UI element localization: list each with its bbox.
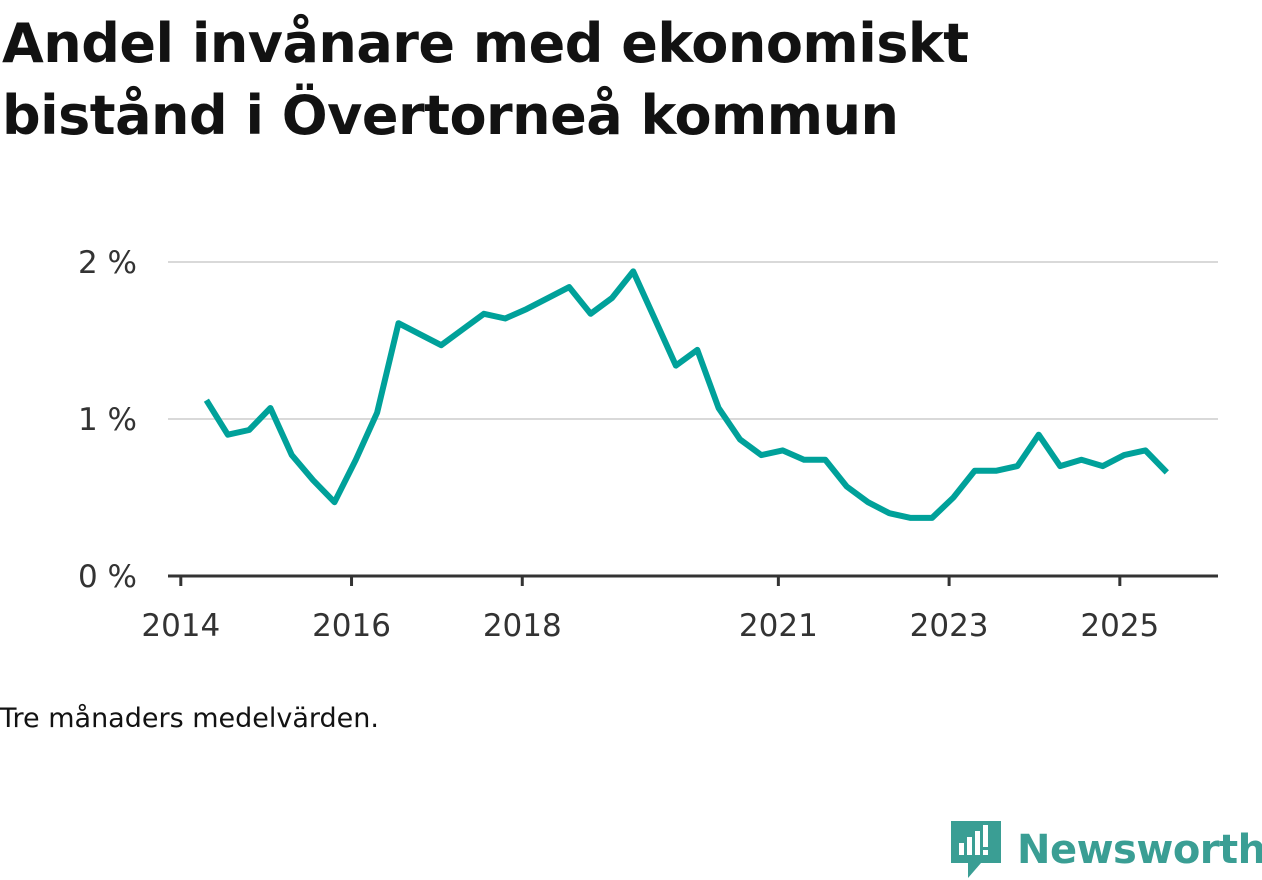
x-tick-labels: 2014 2016 2018 2021 2023 2025 [141, 608, 1159, 644]
brand-name: Newsworthy [1017, 827, 1262, 873]
x-tick-label: 2018 [483, 608, 562, 644]
x-axis [168, 574, 1218, 586]
x-tick-label: 2025 [1080, 608, 1159, 644]
newsworthy-logo-icon [951, 821, 1001, 878]
x-tick-label: 2016 [312, 608, 391, 644]
x-tick-label: 2023 [910, 608, 989, 644]
data-series [203, 268, 1169, 521]
y-tick-labels: 0 % 1 % 2 % [78, 245, 137, 595]
chart-title: Andel invånare med ekonomiskt bistånd i … [2, 12, 969, 147]
x-tick-label: 2014 [141, 608, 220, 644]
series-line [203, 268, 1169, 521]
gridlines [168, 261, 1218, 420]
y-tick-label: 0 % [78, 559, 137, 595]
newsworthy-brand[interactable]: Newsworthy [951, 820, 1262, 880]
footnote: Tre månaders medelvärden. [0, 703, 379, 734]
x-tick-label: 2021 [739, 608, 818, 644]
y-tick-label: 1 % [78, 402, 137, 438]
y-tick-label: 2 % [78, 245, 137, 281]
